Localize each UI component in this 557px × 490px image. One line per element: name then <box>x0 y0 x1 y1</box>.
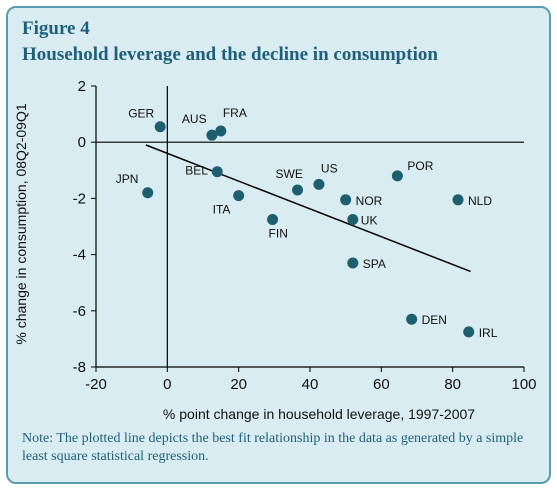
point-label: AUS <box>182 112 207 126</box>
x-tick-label: 20 <box>230 376 247 393</box>
y-tick-label: -2 <box>73 190 86 207</box>
point-label: JPN <box>116 172 139 186</box>
point-label: POR <box>407 159 433 173</box>
data-point <box>391 170 403 182</box>
point-label: NLD <box>468 194 492 208</box>
point-label: BEL <box>185 164 208 178</box>
scatter-chart: -20 0 20 40 60 80 100-8-6-4-202 GER AUS FRAJPNBE… <box>14 78 537 422</box>
data-point <box>211 166 223 178</box>
data-point <box>206 129 218 141</box>
x-tick-label: -20 <box>85 376 107 393</box>
y-tick-label: 2 <box>78 78 86 95</box>
point-label: FRA <box>223 106 247 120</box>
data-point <box>292 184 304 196</box>
point-label: DEN <box>422 313 447 327</box>
data-point <box>233 190 245 202</box>
y-tick-label: -6 <box>73 303 86 320</box>
data-point <box>347 257 359 269</box>
data-point <box>313 178 325 190</box>
x-tick-label: 40 <box>302 376 319 393</box>
data-point <box>340 194 352 206</box>
x-axis-label: % point change in household leverage, 19… <box>163 406 475 422</box>
figure-note: Note: The plotted line depicts the best … <box>22 431 524 464</box>
point-label: IRL <box>479 326 498 340</box>
point-label: US <box>321 161 338 175</box>
figure-label: Figure 4 <box>22 18 90 39</box>
data-point <box>215 125 227 137</box>
data-point <box>267 213 279 225</box>
data-point <box>347 213 359 225</box>
x-tick-label: 60 <box>373 376 390 393</box>
point-label: ITA <box>213 203 231 217</box>
data-point <box>452 194 464 206</box>
y-tick-label: 0 <box>78 134 86 151</box>
data-point <box>154 121 166 133</box>
point-label: FIN <box>269 226 288 240</box>
point-label: UK <box>361 213 378 227</box>
y-tick-label: -8 <box>73 359 86 376</box>
point-label: SWE <box>276 167 303 181</box>
figure-panel: Figure 4 Household leverage and the decl… <box>6 6 551 484</box>
x-tick-label: 0 <box>163 376 171 393</box>
point-label: NOR <box>356 194 383 208</box>
y-tick-label: -4 <box>73 247 86 264</box>
x-tick-label: 100 <box>511 376 536 393</box>
point-label: GER <box>128 107 154 121</box>
data-point <box>463 326 475 338</box>
x-tick-label: 80 <box>444 376 461 393</box>
y-axis-label: % change in consumption, 08Q2-09Q1 <box>14 103 29 344</box>
regression-line <box>145 144 471 273</box>
data-point <box>406 313 418 325</box>
data-point <box>142 187 154 199</box>
figure-title: Household leverage and the decline in co… <box>22 44 438 65</box>
point-label: SPA <box>363 257 386 271</box>
